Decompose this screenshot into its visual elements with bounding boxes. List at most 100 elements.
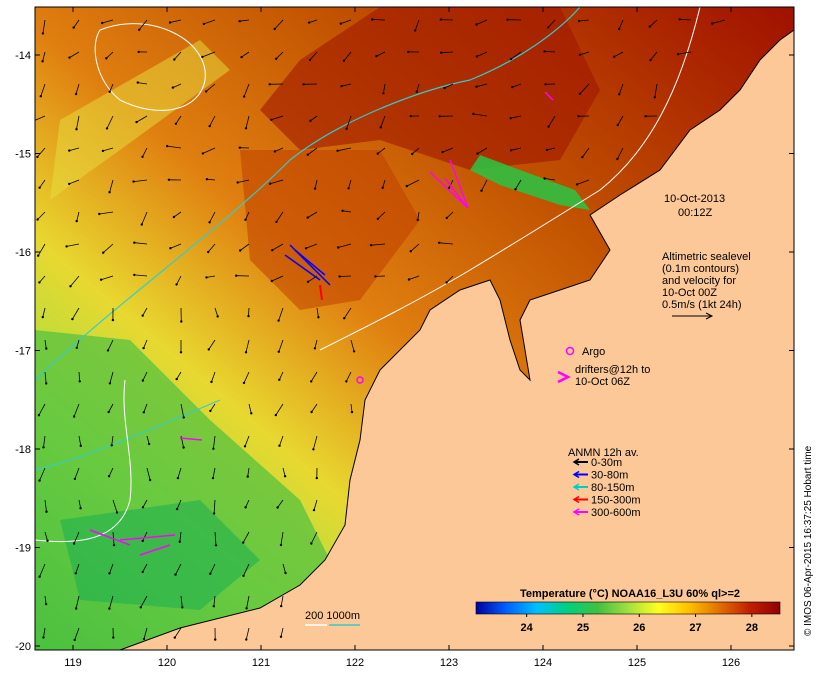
- velocity-arrow: [274, 147, 284, 152]
- plot-area: [35, 7, 794, 650]
- velocity-arrow: [282, 467, 286, 477]
- velocity-arrow-head: [133, 273, 136, 277]
- velocity-arrow-head: [279, 543, 283, 547]
- drifters-legend: drifters@12h to 10-Oct 06Z: [557, 364, 650, 388]
- velocity-arrow: [100, 275, 114, 281]
- velocity-arrow-head: [510, 85, 514, 89]
- velocity-arrow-head: [342, 59, 346, 62]
- velocity-arrow-head: [312, 508, 316, 512]
- velocity-arrow: [111, 435, 114, 446]
- velocity-arrow-head: [407, 50, 410, 54]
- velocity-arrow-head: [244, 351, 248, 354]
- velocity-arrow-head: [278, 378, 281, 381]
- velocity-arrow-head: [242, 381, 246, 385]
- velocity-arrow-head: [98, 212, 101, 216]
- velocity-arrow: [136, 115, 148, 123]
- velocity-arrow: [510, 51, 522, 60]
- velocity-arrow: [582, 147, 590, 158]
- velocity-arrow-head: [379, 126, 382, 129]
- velocity-arrow-head: [79, 507, 82, 510]
- velocity-arrow: [202, 51, 216, 58]
- velocity-arrow-head: [201, 55, 204, 59]
- velocity-arrow-head: [306, 280, 310, 283]
- lon-tick-label: 122: [346, 657, 364, 669]
- argo-label: Argo: [582, 346, 605, 358]
- velocity-arrow: [338, 243, 352, 248]
- anmn-vector-30-80m: [284, 244, 331, 286]
- velocity-arrow: [339, 275, 352, 277]
- velocity-arrow-head: [240, 55, 243, 59]
- velocity-arrow-head: [653, 96, 656, 99]
- velocity-arrow-head: [352, 350, 356, 353]
- velocity-arrow-head: [577, 115, 580, 118]
- credit-text: © IMOS 06-Apr-2015 16:37:25 Hobart time: [803, 445, 814, 636]
- velocity-arrow-head: [543, 50, 546, 53]
- velocity-arrow: [109, 371, 114, 384]
- velocity-arrow-head: [578, 92, 582, 96]
- velocity-arrow-head: [208, 221, 211, 224]
- velocity-arrow-head: [306, 216, 309, 219]
- colorbar-tick-label: 24: [521, 622, 534, 634]
- velocity-arrow: [143, 403, 148, 413]
- velocity-arrow: [173, 211, 182, 218]
- velocity-arrow-head: [175, 377, 178, 381]
- velocity-arrow: [102, 19, 114, 24]
- velocity-arrow-head: [173, 58, 176, 61]
- velocity-arrow-head: [168, 21, 172, 24]
- velocity-arrow: [515, 179, 522, 190]
- velocity-arrow: [618, 83, 624, 95]
- velocity-arrow: [78, 435, 82, 446]
- velocity-arrow-head: [204, 90, 208, 93]
- velocity-arrow: [35, 115, 46, 121]
- velocity-arrow-head: [182, 446, 185, 449]
- velocity-arrow: [172, 83, 182, 88]
- velocity-arrow: [442, 147, 454, 153]
- velocity-arrow: [310, 531, 318, 544]
- velocity-arrow: [174, 627, 182, 638]
- velocity-arrow: [209, 563, 216, 574]
- velocity-arrow-head: [74, 92, 78, 96]
- velocity-arrow-head: [242, 574, 245, 577]
- velocity-arrow: [44, 499, 47, 512]
- lat-tick-label: -19: [15, 543, 31, 555]
- velocity-arrow-head: [141, 539, 144, 543]
- velocity-arrow-head: [676, 53, 680, 56]
- velocity-arrow: [677, 51, 692, 55]
- velocity-arrow: [66, 243, 80, 247]
- velocity-arrow-head: [36, 155, 39, 159]
- velocity-arrows: [35, 18, 726, 642]
- velocity-arrow-head: [45, 382, 48, 385]
- velocity-arrow: [271, 275, 284, 282]
- velocity-arrow-head: [245, 607, 248, 610]
- velocity-arrow-head: [407, 278, 411, 281]
- velocity-arrow-head: [174, 573, 177, 576]
- velocity-arrow: [314, 339, 318, 349]
- velocity-arrow-head: [415, 90, 418, 93]
- velocity-arrow: [69, 147, 80, 151]
- velocity-arrow-head: [202, 22, 206, 26]
- anmn-legend: ANMN 12h av. 0-30m30-80m80-150m150-300m3…: [568, 447, 641, 519]
- velocity-arrow-head: [167, 178, 171, 181]
- sealevel-contour: [35, 379, 132, 543]
- velocity-arrow-head: [68, 182, 71, 186]
- velocity-arrow: [38, 403, 46, 416]
- velocity-arrow-head: [581, 155, 584, 159]
- velocity-arrow-head: [244, 127, 248, 130]
- velocity-arrow-head: [308, 58, 312, 62]
- velocity-arrow-head: [644, 115, 647, 118]
- velocity-arrow-head: [375, 54, 378, 58]
- velocity-arrow: [712, 19, 726, 24]
- velocity-arrow-head: [42, 446, 45, 449]
- velocity-arrow-head: [236, 181, 239, 184]
- velocity-arrow-head: [509, 117, 512, 120]
- velocity-arrow: [278, 307, 284, 321]
- lon-tick-label: 120: [158, 657, 176, 669]
- velocity-arrow-head: [244, 218, 247, 221]
- velocity-arrow-head: [73, 477, 77, 481]
- velocity-arrow: [106, 115, 114, 129]
- velocity-arrow-head: [578, 53, 582, 56]
- velocity-arrow-head: [181, 606, 184, 609]
- velocity-arrow-head: [545, 148, 549, 152]
- velocity-arrow: [272, 243, 284, 251]
- anmn-legend-label: 30-80m: [591, 470, 628, 482]
